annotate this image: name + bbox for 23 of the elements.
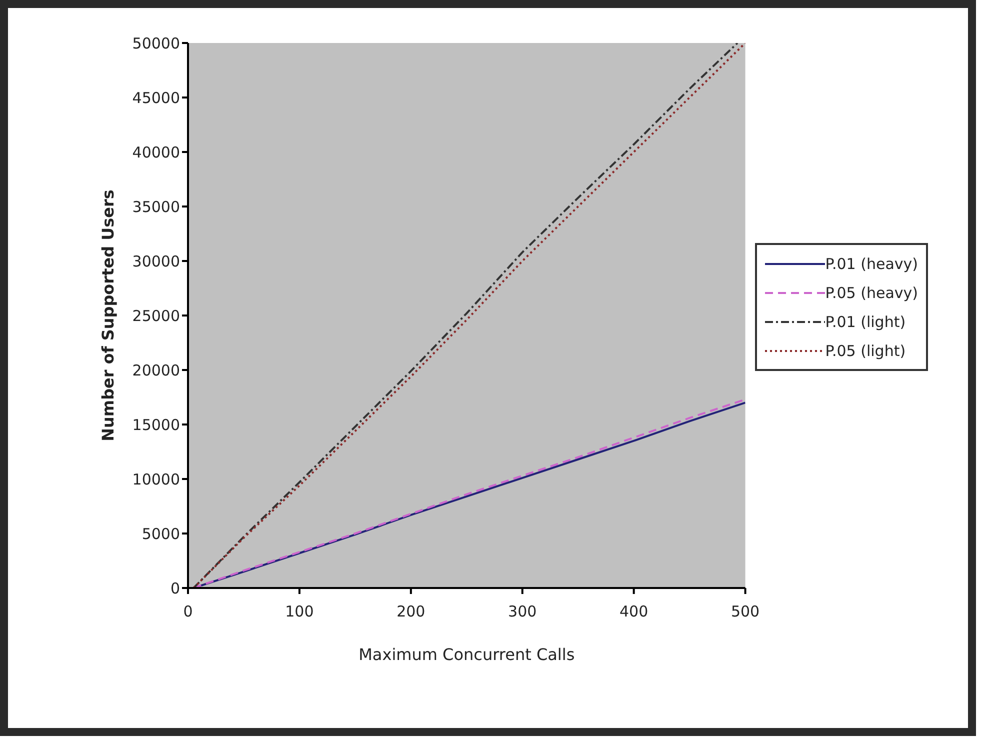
y-tick-label: 40000 — [132, 143, 180, 162]
y-tick-label: 30000 — [132, 252, 180, 270]
x-tick-label: 100 — [285, 602, 314, 621]
y-tick-label: 10000 — [132, 470, 180, 488]
legend-label: P.05 (heavy) — [825, 284, 918, 302]
y-tick-label: 25000 — [132, 306, 180, 325]
y-tick-label: 20000 — [132, 361, 180, 380]
x-axis-title: Maximum Concurrent Calls — [358, 645, 575, 664]
legend-label: P.01 (light) — [825, 312, 906, 330]
x-tick-label: 0 — [183, 602, 193, 621]
x-tick-label: 500 — [730, 602, 760, 621]
y-tick-label: 15000 — [132, 416, 180, 434]
y-tick-label: 5000 — [142, 524, 180, 543]
y-tick-label: 50000 — [132, 34, 180, 52]
x-tick-label: 400 — [620, 602, 648, 621]
y-tick-label: 0 — [170, 579, 180, 598]
x-tick-label: 200 — [396, 602, 426, 621]
legend-label: P.01 (heavy) — [825, 254, 918, 272]
y-tick-label: 35000 — [132, 198, 180, 216]
x-tick-label: 300 — [508, 602, 537, 621]
y-axis-title: Number of Supported Users — [98, 190, 118, 442]
legend-label: P.05 (light) — [825, 342, 906, 360]
y-tick-label: 45000 — [132, 88, 180, 107]
